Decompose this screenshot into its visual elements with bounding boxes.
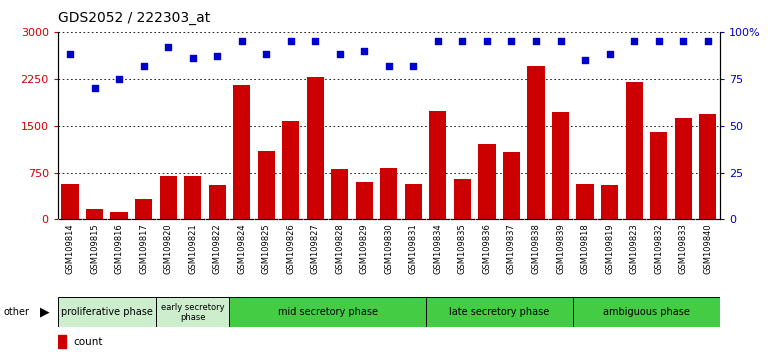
Point: [285, 38, 297, 44]
Bar: [625, 82, 643, 219]
Point: [309, 38, 321, 44]
Point: [64, 52, 76, 57]
Point: [677, 38, 689, 44]
Point: [236, 38, 248, 44]
Bar: [650, 132, 668, 219]
Bar: [62, 184, 79, 219]
Text: GSM109829: GSM109829: [360, 223, 369, 274]
Bar: [282, 121, 300, 219]
Text: GSM109828: GSM109828: [335, 223, 344, 274]
Text: GSM109834: GSM109834: [434, 223, 443, 274]
Text: GSM109820: GSM109820: [163, 223, 172, 274]
Point: [554, 38, 567, 44]
Point: [432, 38, 444, 44]
Point: [530, 38, 542, 44]
Bar: [527, 66, 544, 219]
Text: GSM109825: GSM109825: [262, 223, 271, 274]
Point: [383, 63, 395, 68]
Point: [407, 63, 420, 68]
Text: GSM109833: GSM109833: [678, 223, 688, 274]
Bar: [233, 85, 250, 219]
Bar: [675, 118, 691, 219]
Bar: [159, 176, 176, 219]
Text: GSM109819: GSM109819: [605, 223, 614, 274]
Point: [579, 57, 591, 63]
Bar: [110, 212, 128, 219]
Text: GSM109818: GSM109818: [581, 223, 590, 274]
Bar: [380, 168, 397, 219]
Text: GSM109827: GSM109827: [311, 223, 320, 274]
Text: GSM109817: GSM109817: [139, 223, 148, 274]
Text: mid secretory phase: mid secretory phase: [277, 307, 377, 318]
Text: GSM109838: GSM109838: [531, 223, 541, 274]
Point: [457, 38, 469, 44]
Text: count: count: [73, 337, 102, 348]
Text: GSM109831: GSM109831: [409, 223, 418, 274]
Bar: [573, 297, 720, 327]
Text: GSM109823: GSM109823: [630, 223, 638, 274]
Text: GSM109822: GSM109822: [213, 223, 222, 274]
Point: [628, 38, 641, 44]
Point: [186, 55, 199, 61]
Bar: [184, 176, 201, 219]
Bar: [356, 182, 373, 219]
Text: early secretory
phase: early secretory phase: [161, 303, 225, 322]
Text: GSM109830: GSM109830: [384, 223, 393, 274]
Point: [701, 38, 714, 44]
Point: [604, 52, 616, 57]
Point: [480, 38, 493, 44]
Text: GSM109814: GSM109814: [65, 223, 75, 274]
Text: GSM109835: GSM109835: [458, 223, 467, 274]
Point: [260, 52, 273, 57]
Bar: [577, 183, 594, 219]
Bar: [503, 152, 520, 219]
Text: GDS2052 / 222303_at: GDS2052 / 222303_at: [58, 11, 210, 25]
Point: [333, 52, 346, 57]
Point: [358, 48, 370, 53]
Text: GSM109840: GSM109840: [703, 223, 712, 274]
Bar: [135, 199, 152, 219]
Bar: [229, 297, 426, 327]
Text: GSM109832: GSM109832: [654, 223, 663, 274]
Bar: [209, 185, 226, 219]
Text: GSM109816: GSM109816: [115, 223, 123, 274]
Text: late secretory phase: late secretory phase: [449, 307, 549, 318]
Text: GSM109837: GSM109837: [507, 223, 516, 274]
Bar: [306, 77, 324, 219]
Bar: [552, 112, 569, 219]
Bar: [454, 179, 471, 219]
Text: ambiguous phase: ambiguous phase: [603, 307, 690, 318]
Bar: [258, 151, 275, 219]
Text: GSM109826: GSM109826: [286, 223, 295, 274]
Bar: [478, 144, 496, 219]
Bar: [405, 184, 422, 219]
Point: [162, 44, 174, 50]
Point: [137, 63, 149, 68]
Bar: [58, 335, 66, 348]
Bar: [331, 170, 348, 219]
Text: GSM109839: GSM109839: [556, 223, 565, 274]
Bar: [430, 111, 447, 219]
Bar: [86, 209, 103, 219]
Bar: [601, 185, 618, 219]
Text: ▶: ▶: [40, 306, 49, 319]
Point: [113, 76, 126, 81]
Point: [505, 38, 517, 44]
Bar: [426, 297, 573, 327]
Point: [211, 53, 223, 59]
Text: GSM109836: GSM109836: [483, 223, 491, 274]
Text: GSM109815: GSM109815: [90, 223, 99, 274]
Bar: [156, 297, 229, 327]
Bar: [58, 297, 156, 327]
Point: [652, 38, 665, 44]
Text: GSM109821: GSM109821: [188, 223, 197, 274]
Point: [89, 85, 101, 91]
Text: GSM109824: GSM109824: [237, 223, 246, 274]
Text: proliferative phase: proliferative phase: [61, 307, 152, 318]
Bar: [699, 114, 716, 219]
Text: other: other: [4, 307, 30, 318]
